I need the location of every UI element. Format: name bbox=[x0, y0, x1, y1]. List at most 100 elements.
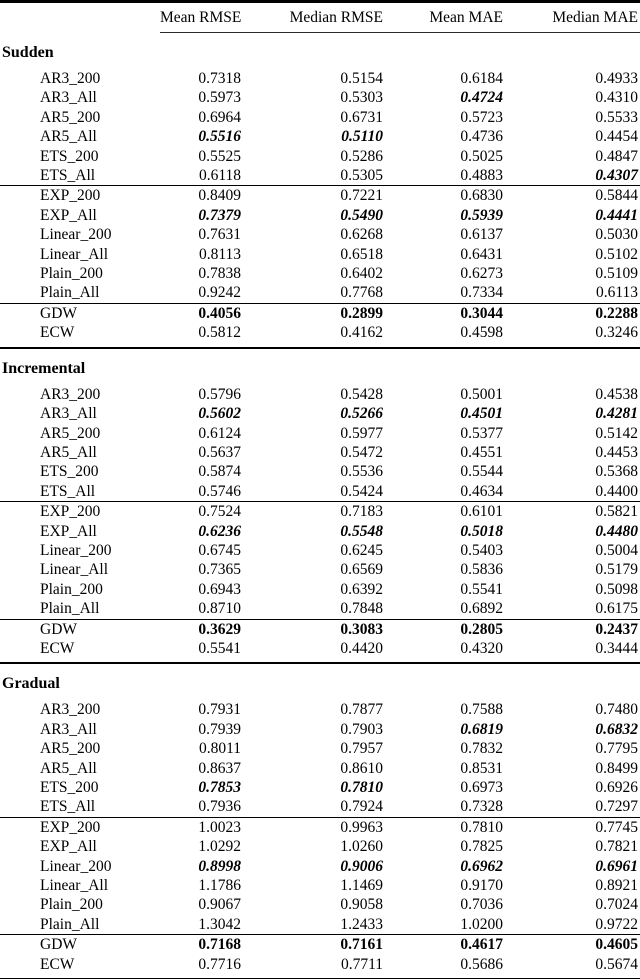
row-label: EXP_All bbox=[40, 206, 97, 224]
metric-value: 0.7877 bbox=[340, 701, 383, 719]
metric-value: 0.6392 bbox=[340, 580, 383, 598]
metric-value: 0.7168 bbox=[160, 934, 243, 955]
metric-value: 0.7365 bbox=[198, 561, 241, 579]
metric-value: 1.1786 bbox=[198, 877, 241, 895]
table-row: Plain_All 0.8710 0.7848 0.6892 0.6175 bbox=[0, 599, 640, 619]
metric-value: 1.0023 bbox=[160, 816, 243, 838]
table-row: AR5_200 0.8011 0.7957 0.7832 0.7795 bbox=[0, 739, 640, 758]
row-label: AR5_200 bbox=[40, 424, 101, 442]
metric-value: 0.4538 bbox=[595, 385, 638, 403]
metric-value: 0.5844 bbox=[505, 185, 640, 206]
metric-value: 0.5836 bbox=[460, 561, 503, 579]
table-row: AR3_All 0.5602 0.5266 0.4501 0.4281 bbox=[0, 404, 640, 423]
metric-value: 0.7810 bbox=[340, 779, 383, 796]
metric-value: 0.6137 bbox=[460, 226, 503, 244]
metric-value: 0.6402 bbox=[340, 265, 383, 283]
metric-value: 0.5536 bbox=[340, 463, 383, 481]
metric-value: 0.7631 bbox=[198, 226, 241, 244]
metric-value: 0.7957 bbox=[340, 740, 383, 758]
table-row: AR5_All 0.5637 0.5472 0.4551 0.4453 bbox=[0, 443, 640, 462]
metric-value: 0.4883 bbox=[460, 167, 503, 185]
metric-value: 0.7297 bbox=[595, 798, 638, 816]
metric-value: 0.5303 bbox=[340, 89, 383, 107]
metric-value: 0.9058 bbox=[340, 896, 383, 914]
row-label: ETS_All bbox=[40, 482, 96, 500]
row-label: ETS_200 bbox=[40, 463, 99, 481]
table-row: AR3_200 0.7931 0.7877 0.7588 0.7480 bbox=[0, 700, 640, 719]
metric-value: 0.5403 bbox=[460, 541, 503, 559]
metric-value: 0.7183 bbox=[243, 501, 385, 522]
metric-value: 0.5746 bbox=[198, 482, 241, 500]
metric-value: 0.6113 bbox=[595, 284, 638, 302]
row-label: Plain_All bbox=[40, 915, 100, 933]
metric-value: 0.8531 bbox=[460, 759, 503, 777]
row-label: AR3_200 bbox=[40, 701, 101, 719]
table-row: ECW 0.5812 0.4162 0.4598 0.3246 bbox=[0, 323, 640, 349]
metric-value: 0.5516 bbox=[198, 128, 241, 146]
metric-value: 0.6569 bbox=[340, 561, 383, 579]
metric-value: 0.6926 bbox=[595, 779, 638, 796]
table-row: ETS_200 0.7853 0.7810 0.6973 0.6926 bbox=[0, 778, 640, 797]
metric-value: 0.7853 bbox=[198, 779, 241, 796]
row-label: ECW bbox=[0, 638, 160, 665]
row-label: Plain_All bbox=[40, 600, 100, 618]
metric-value: 0.6943 bbox=[198, 580, 241, 598]
section-title-gradual: Gradual bbox=[2, 675, 60, 693]
metric-value: 0.4453 bbox=[595, 443, 638, 461]
table-row: Linear_200 0.8998 0.9006 0.6962 0.6961 bbox=[0, 857, 640, 876]
table-row: Linear_200 0.7631 0.6268 0.6137 0.5030 bbox=[0, 225, 640, 244]
metric-value: 0.6268 bbox=[340, 226, 383, 244]
metric-value: 1.0260 bbox=[340, 838, 383, 856]
metric-value: 0.5548 bbox=[340, 522, 383, 540]
metric-value: 0.5154 bbox=[340, 70, 383, 87]
metric-value: 0.4310 bbox=[595, 89, 638, 107]
metric-value: 0.4454 bbox=[595, 128, 638, 146]
row-label: Plain_200 bbox=[40, 896, 103, 914]
row-label: GDW bbox=[0, 934, 160, 955]
metric-value: 0.5472 bbox=[340, 443, 383, 461]
metric-value: 0.8921 bbox=[595, 877, 638, 895]
table-row: GDW 0.4056 0.2899 0.3044 0.2288 bbox=[0, 302, 640, 324]
metric-value: 0.4056 bbox=[160, 302, 243, 324]
table-row: AR5_All 0.5516 0.5110 0.4736 0.4454 bbox=[0, 127, 640, 146]
metric-value: 0.6962 bbox=[460, 857, 503, 875]
table-row: AR3_200 0.7318 0.5154 0.6184 0.4933 bbox=[0, 69, 640, 88]
metric-value: 0.4598 bbox=[385, 323, 505, 349]
metric-value: 0.9963 bbox=[243, 816, 385, 838]
metric-value: 0.7711 bbox=[243, 954, 385, 980]
metric-value: 1.3042 bbox=[198, 915, 241, 933]
metric-value: 0.5286 bbox=[340, 147, 383, 165]
metric-value: 0.8113 bbox=[198, 245, 241, 263]
metric-value: 0.6236 bbox=[198, 522, 241, 540]
section-header-row: Gradual bbox=[0, 663, 640, 700]
header-row: Mean RMSE Median RMSE Mean MAE Median MA… bbox=[0, 1, 640, 33]
row-label: Plain_All bbox=[40, 284, 100, 302]
row-label: EXP_200 bbox=[0, 185, 160, 206]
metric-value: 0.2288 bbox=[505, 302, 640, 324]
metric-value: 0.7588 bbox=[460, 701, 503, 719]
row-label: Linear_200 bbox=[40, 541, 112, 559]
metric-value: 0.7480 bbox=[595, 701, 638, 719]
metric-value: 0.5102 bbox=[595, 245, 638, 263]
table-row: GDW 0.3629 0.3083 0.2805 0.2437 bbox=[0, 618, 640, 639]
row-label: Plain_200 bbox=[40, 265, 103, 283]
row-label: GDW bbox=[0, 618, 160, 639]
metric-value: 0.6745 bbox=[198, 541, 241, 559]
metric-value: 0.4617 bbox=[385, 934, 505, 955]
row-label: EXP_200 bbox=[0, 816, 160, 838]
table-row: AR5_200 0.6124 0.5977 0.5377 0.5142 bbox=[0, 424, 640, 443]
row-label: EXP_200 bbox=[0, 501, 160, 522]
metric-value: 0.5424 bbox=[340, 482, 383, 500]
metric-value: 0.5541 bbox=[460, 580, 503, 598]
metric-value: 0.5796 bbox=[198, 385, 241, 403]
table-row: ETS_All 0.7936 0.7924 0.7328 0.7297 bbox=[0, 797, 640, 817]
table-row: ETS_200 0.5525 0.5286 0.5025 0.4847 bbox=[0, 147, 640, 166]
table-row: ETS_All 0.5746 0.5424 0.4634 0.4400 bbox=[0, 482, 640, 502]
metric-value: 0.6830 bbox=[385, 185, 505, 206]
metric-value: 0.5266 bbox=[340, 405, 383, 423]
metric-value: 0.6245 bbox=[340, 541, 383, 559]
metric-value: 0.5939 bbox=[460, 206, 503, 224]
row-label: Linear_All bbox=[40, 877, 109, 895]
metric-value: 0.7036 bbox=[460, 896, 503, 914]
